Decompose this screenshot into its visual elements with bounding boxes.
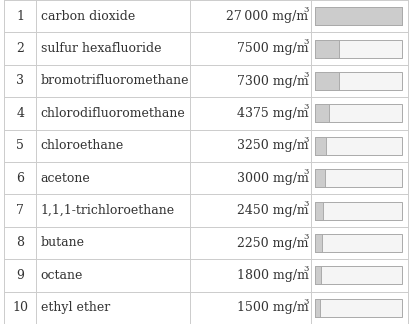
Text: 10: 10 <box>12 301 28 314</box>
Bar <box>315 7 402 25</box>
Bar <box>315 72 339 90</box>
Bar <box>315 169 402 187</box>
Text: 4: 4 <box>16 107 24 120</box>
Text: bromotrifluoromethane: bromotrifluoromethane <box>40 75 189 87</box>
Text: sulfur hexafluoride: sulfur hexafluoride <box>40 42 161 55</box>
Text: 6: 6 <box>16 172 24 185</box>
Bar <box>315 72 339 90</box>
Text: 3: 3 <box>16 75 24 87</box>
Text: acetone: acetone <box>40 172 90 185</box>
Text: 7: 7 <box>16 204 24 217</box>
Bar <box>315 266 321 284</box>
Bar <box>315 202 402 220</box>
Bar <box>315 7 402 25</box>
Text: 5: 5 <box>16 139 24 152</box>
Text: 1,1,1-trichloroethane: 1,1,1-trichloroethane <box>40 204 175 217</box>
Bar <box>315 299 402 317</box>
Bar <box>315 40 339 58</box>
Text: butane: butane <box>40 237 84 249</box>
Text: 3: 3 <box>303 265 309 273</box>
Bar <box>315 169 325 187</box>
Bar <box>315 104 402 122</box>
Text: 7500 mg/m: 7500 mg/m <box>237 42 309 55</box>
Text: 3: 3 <box>303 298 309 306</box>
Text: 2: 2 <box>16 42 24 55</box>
Text: ethyl ether: ethyl ether <box>40 301 110 314</box>
Text: chlorodifluoromethane: chlorodifluoromethane <box>40 107 185 120</box>
Text: 3: 3 <box>303 168 309 176</box>
Bar <box>315 72 402 90</box>
Text: 7300 mg/m: 7300 mg/m <box>237 75 309 87</box>
Text: 9: 9 <box>16 269 24 282</box>
Text: 3: 3 <box>303 39 309 46</box>
Bar <box>315 234 402 252</box>
Text: 1800 mg/m: 1800 mg/m <box>236 269 309 282</box>
Text: 2450 mg/m: 2450 mg/m <box>237 204 309 217</box>
Text: chloroethane: chloroethane <box>40 139 124 152</box>
Text: 1: 1 <box>16 10 24 23</box>
Text: 3: 3 <box>303 6 309 14</box>
Bar <box>315 169 325 187</box>
Bar <box>315 234 322 252</box>
Text: octane: octane <box>40 269 83 282</box>
Text: 3: 3 <box>303 233 309 241</box>
Text: carbon dioxide: carbon dioxide <box>40 10 135 23</box>
Bar <box>315 299 320 317</box>
Bar <box>315 137 325 155</box>
Text: 3: 3 <box>303 201 309 208</box>
Bar <box>315 104 329 122</box>
Bar <box>315 202 323 220</box>
Bar <box>315 266 321 284</box>
Bar <box>315 202 323 220</box>
Text: 3000 mg/m: 3000 mg/m <box>236 172 309 185</box>
Bar <box>315 137 325 155</box>
Text: 4375 mg/m: 4375 mg/m <box>237 107 309 120</box>
Bar <box>315 234 322 252</box>
Text: 3: 3 <box>303 71 309 79</box>
Text: 8: 8 <box>16 237 24 249</box>
Bar <box>315 104 329 122</box>
Text: 3: 3 <box>303 103 309 111</box>
Bar <box>315 40 339 58</box>
Bar <box>315 266 402 284</box>
Text: 3: 3 <box>303 136 309 144</box>
Text: 1500 mg/m: 1500 mg/m <box>237 301 309 314</box>
Text: 27 000 mg/m: 27 000 mg/m <box>226 10 309 23</box>
Text: 3250 mg/m: 3250 mg/m <box>237 139 309 152</box>
Bar <box>315 7 402 25</box>
Text: 2250 mg/m: 2250 mg/m <box>237 237 309 249</box>
Bar <box>315 40 402 58</box>
Bar <box>315 137 402 155</box>
Bar <box>315 299 320 317</box>
